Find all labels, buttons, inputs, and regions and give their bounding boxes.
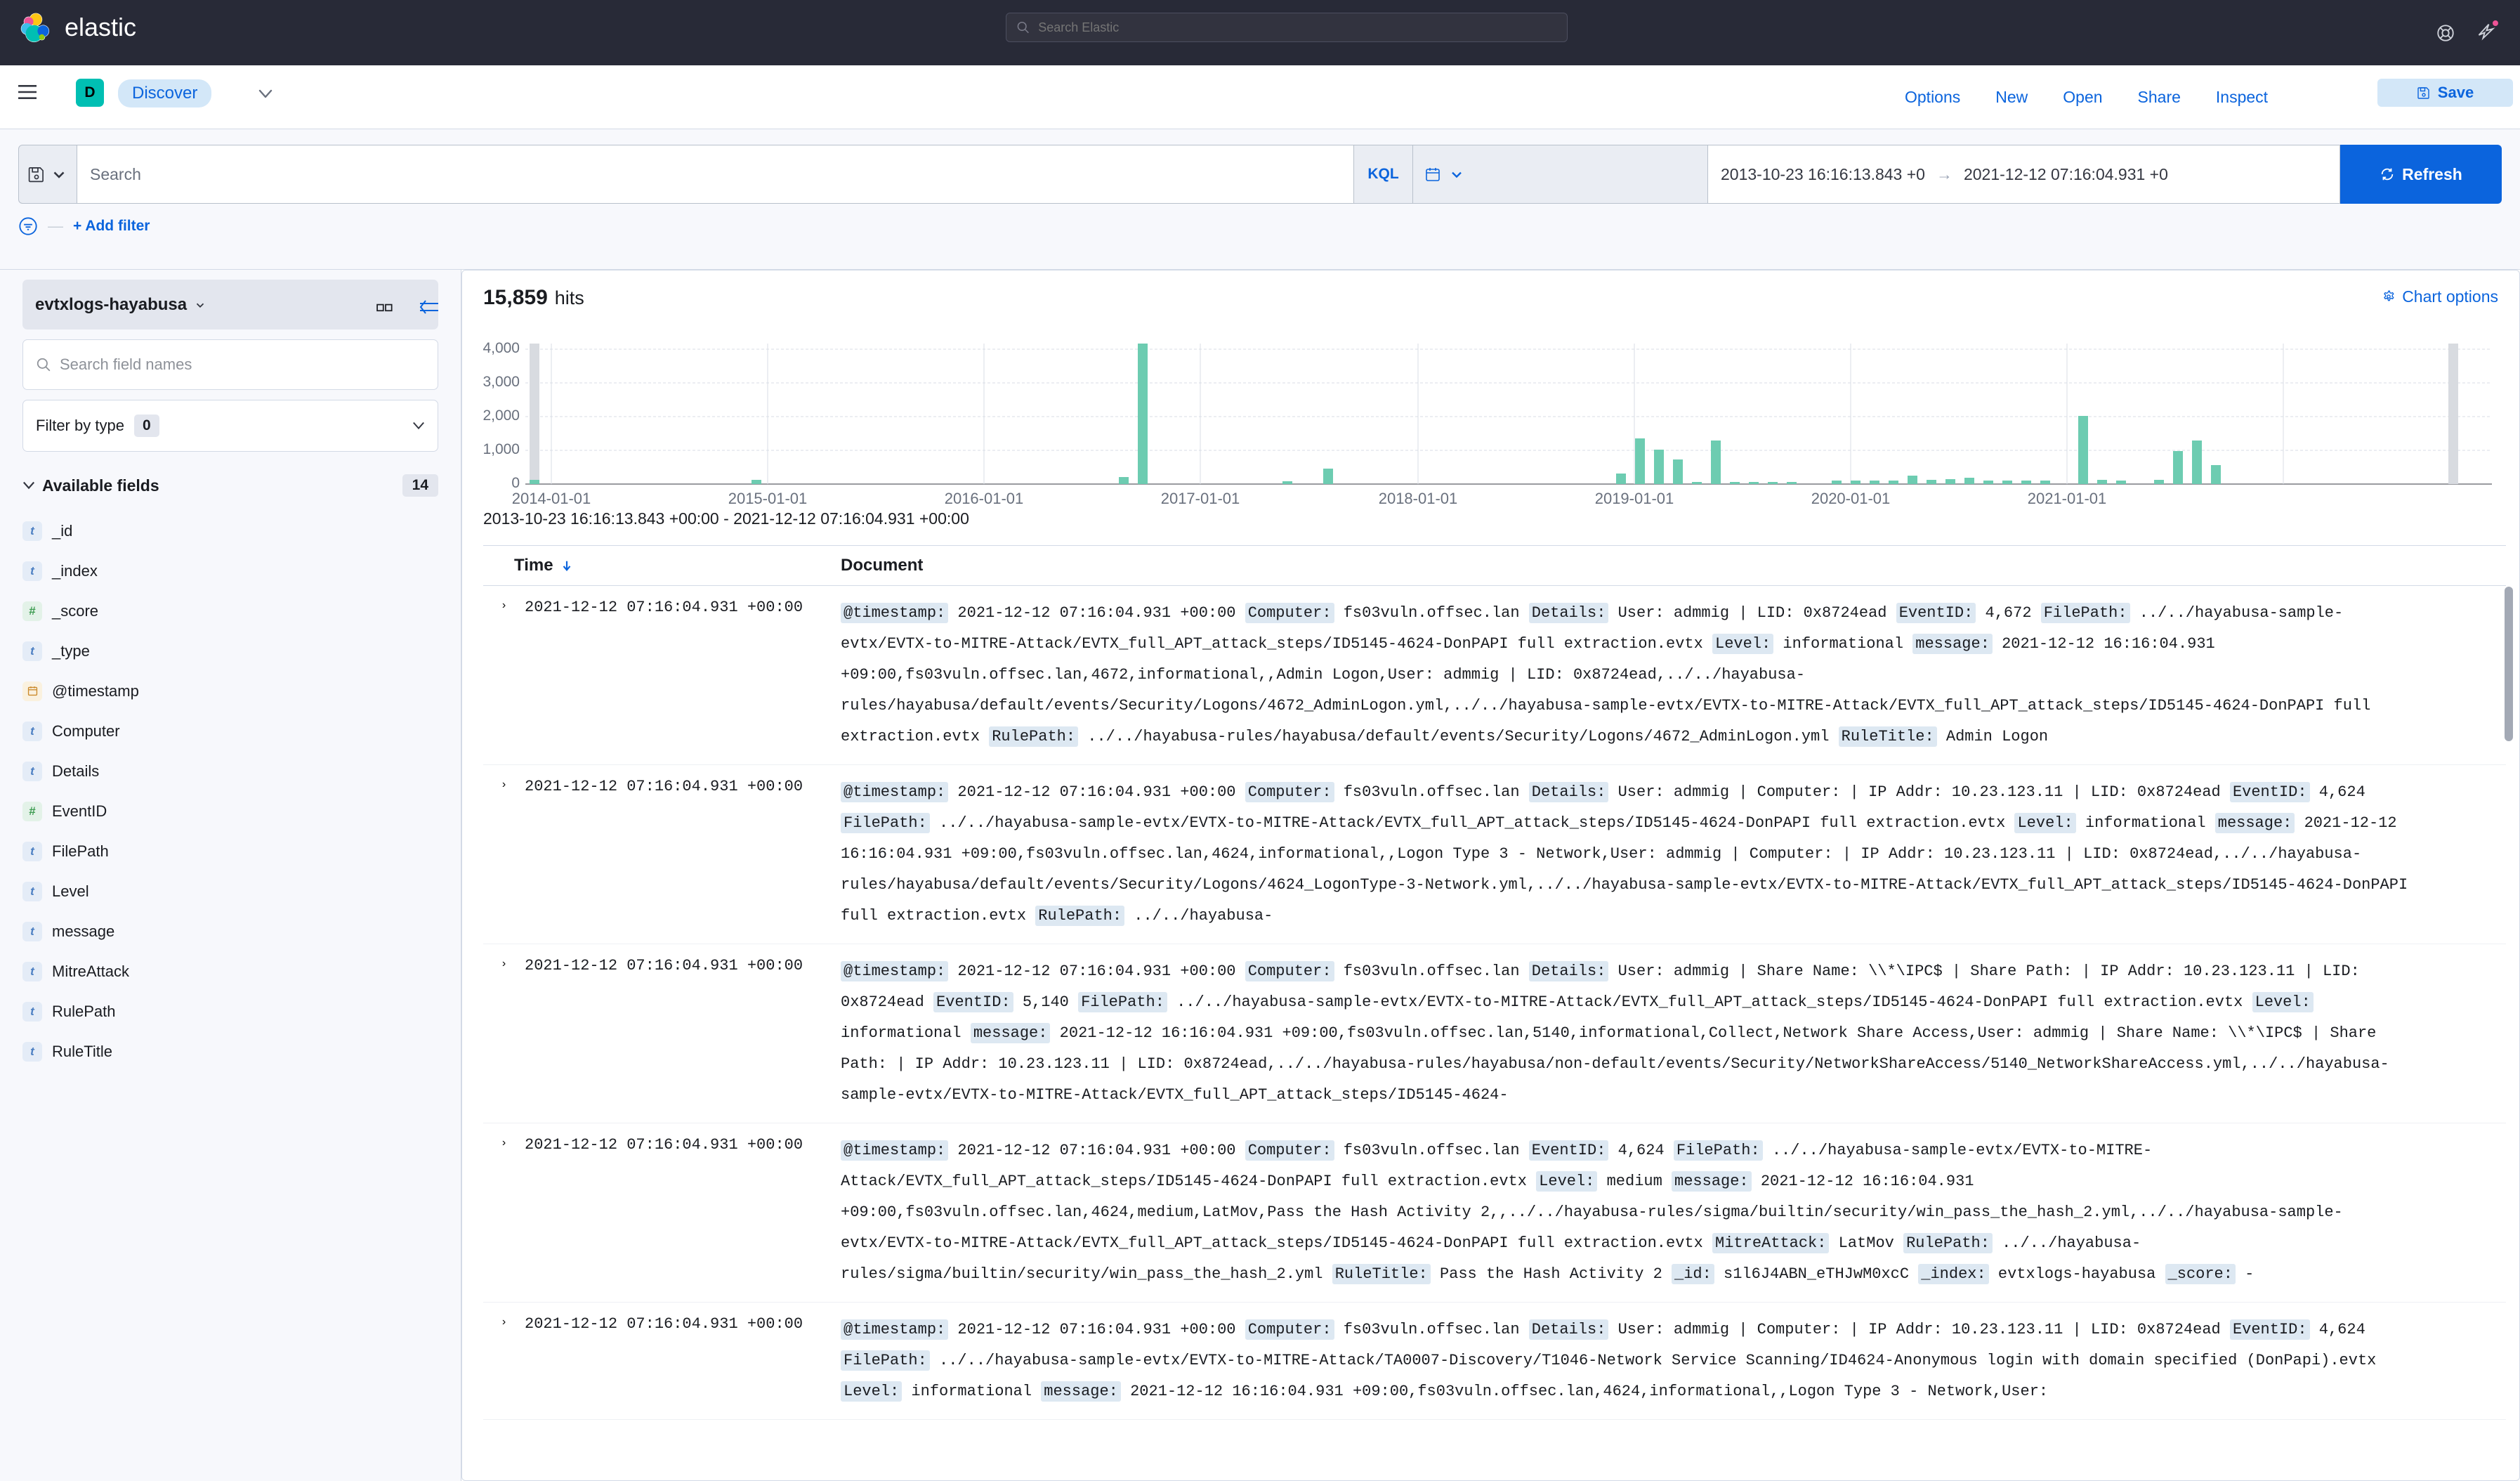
svg-text:2017-01-01: 2017-01-01 — [1161, 490, 1240, 507]
svg-text:2,000: 2,000 — [483, 407, 520, 424]
svg-text:2018-01-01: 2018-01-01 — [1379, 490, 1458, 507]
svg-text:2021-01-01: 2021-01-01 — [2028, 490, 2107, 507]
svg-text:2015-01-01: 2015-01-01 — [728, 490, 808, 507]
svg-text:0: 0 — [511, 475, 520, 491]
svg-text:2020-01-01: 2020-01-01 — [1811, 490, 1891, 507]
svg-text:4,000: 4,000 — [483, 340, 520, 356]
svg-text:2019-01-01: 2019-01-01 — [1595, 490, 1674, 507]
svg-text:1,000: 1,000 — [483, 441, 520, 457]
svg-text:2016-01-01: 2016-01-01 — [945, 490, 1024, 507]
svg-text:2014-01-01: 2014-01-01 — [512, 490, 591, 507]
svg-text:3,000: 3,000 — [483, 374, 520, 390]
